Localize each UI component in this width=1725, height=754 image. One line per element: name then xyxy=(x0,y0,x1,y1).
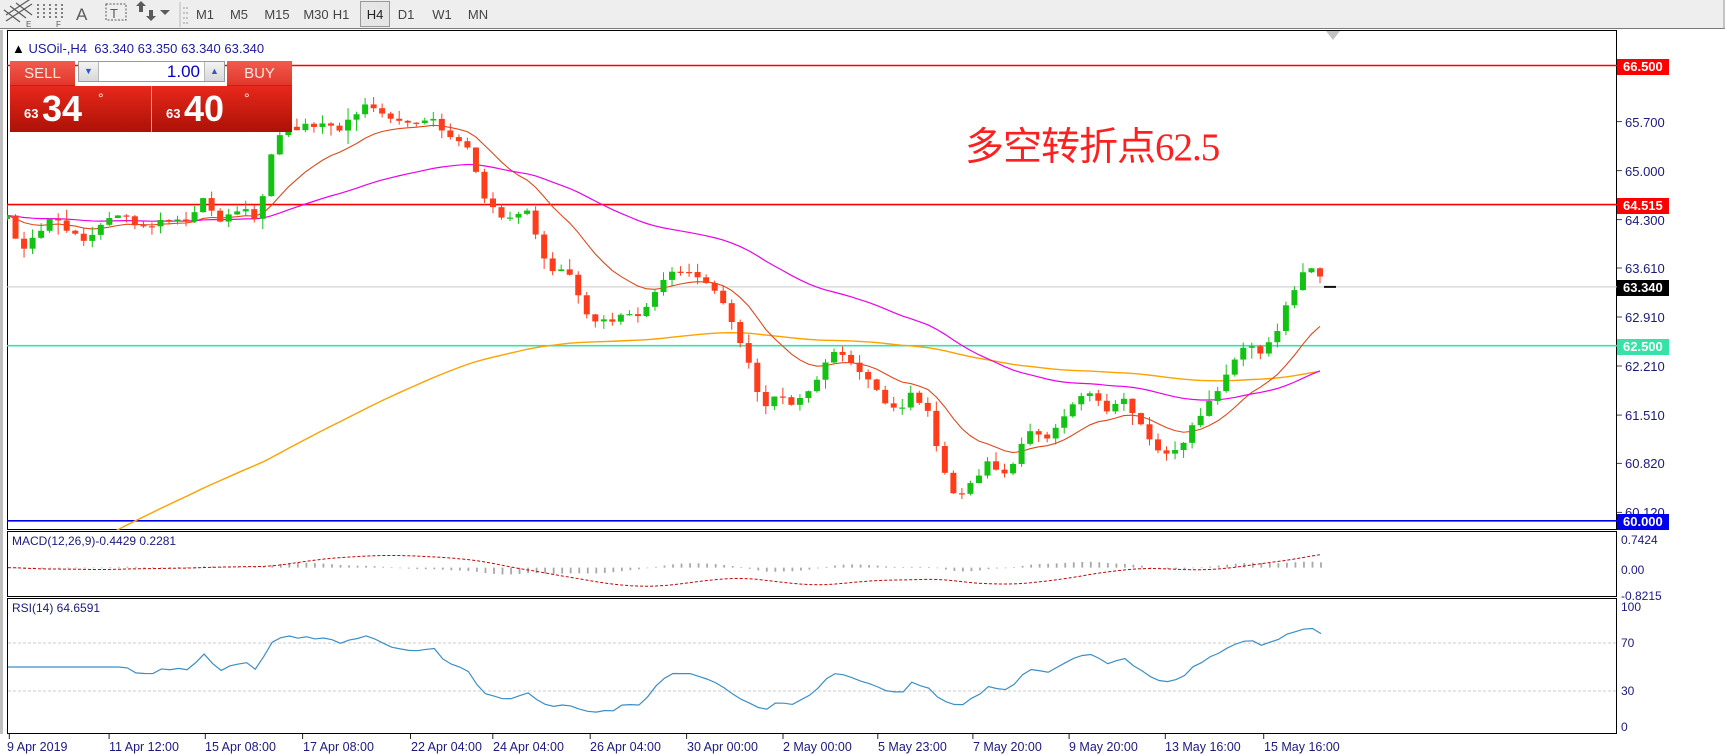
svg-text:F: F xyxy=(56,20,61,29)
svg-text:E: E xyxy=(26,20,31,29)
svg-text:T: T xyxy=(110,6,118,21)
svg-text:A: A xyxy=(76,5,88,24)
